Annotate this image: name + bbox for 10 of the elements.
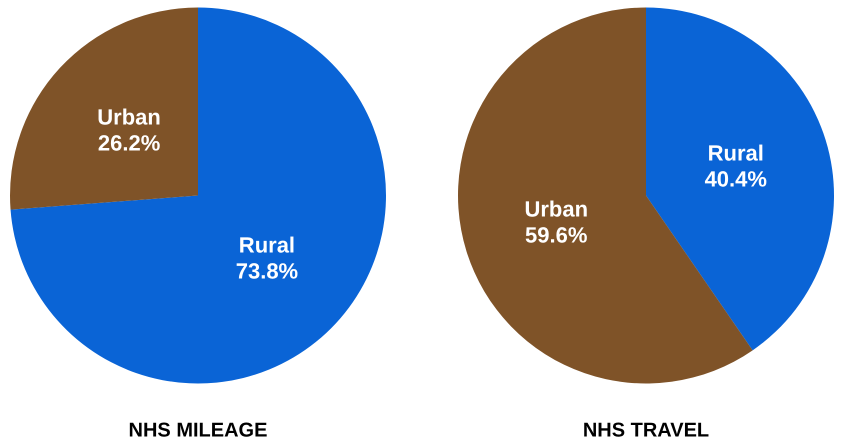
data-label: 73.8% — [236, 258, 298, 284]
data-label: 40.4% — [704, 166, 767, 192]
slice-label: Urban — [524, 196, 588, 222]
data-label: 59.6% — [525, 222, 588, 248]
slice-label: Rural — [708, 140, 764, 166]
data-label: 26.2% — [98, 130, 160, 156]
slice-label: Rural — [238, 232, 296, 258]
text: NHS TRAVEL — [582, 420, 710, 442]
text: NHS MILEAGE — [128, 420, 268, 442]
slice-label: Urban — [97, 104, 161, 130]
